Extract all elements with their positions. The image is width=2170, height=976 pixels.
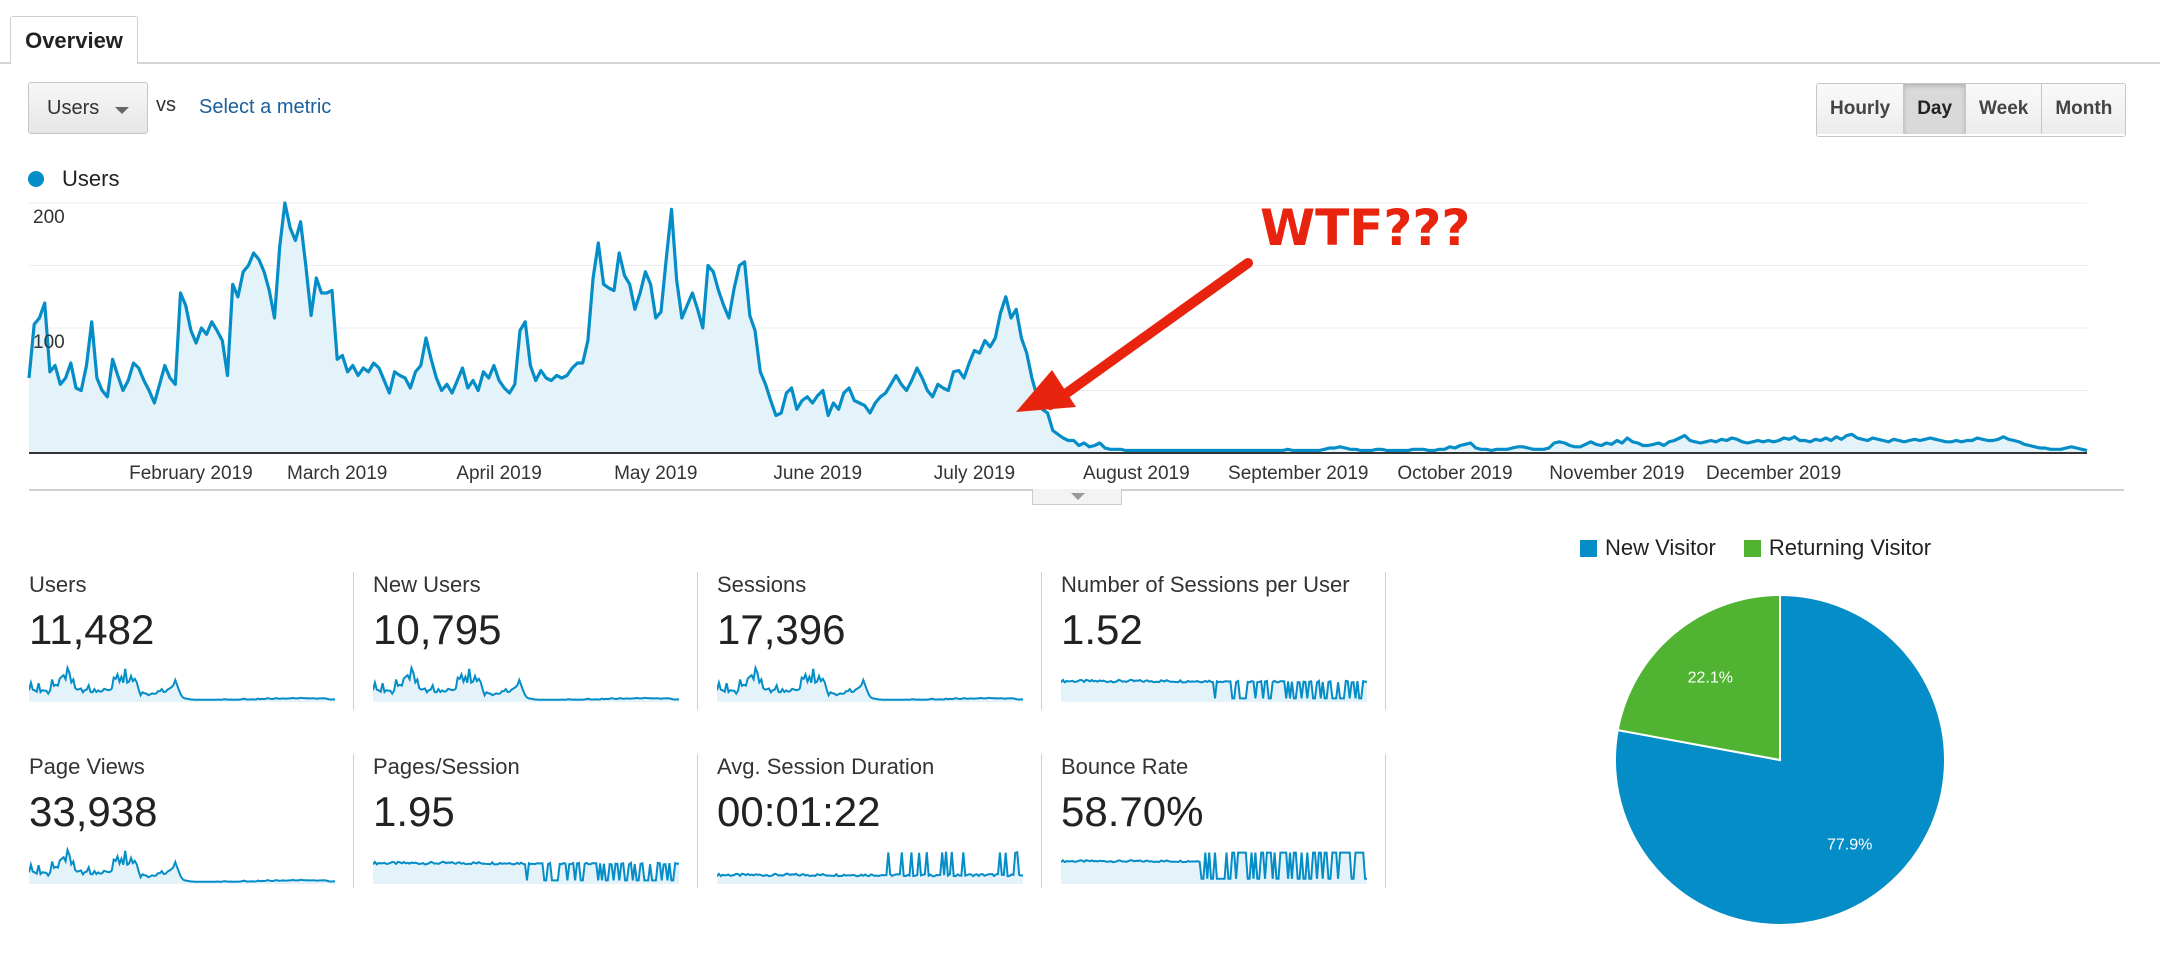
stat-label: Page Views — [29, 754, 145, 779]
stat-label: Number of Sessions per User — [1061, 572, 1350, 597]
annotation-arrow — [1045, 258, 1253, 410]
pie-legend: New Visitor Returning Visitor — [1580, 535, 1931, 561]
x-tick-label: September 2019 — [1228, 463, 1369, 484]
sparkline-line — [373, 860, 679, 882]
stat-label: Bounce Rate — [1061, 754, 1189, 779]
legend-label-new-visitor[interactable]: New Visitor — [1605, 535, 1716, 560]
legend-series-label: Users — [62, 166, 120, 191]
divider — [353, 754, 354, 888]
sparkline-area — [717, 668, 1023, 702]
stat-sparkline — [1061, 851, 1367, 884]
series-area — [29, 203, 2087, 453]
stat-value: 33,938 — [29, 788, 158, 835]
stat-sparkline — [717, 850, 1023, 884]
divider — [697, 572, 698, 710]
chevron-down-icon — [115, 107, 129, 114]
metric-select-label: Users — [47, 96, 100, 119]
sparkline-line — [1061, 678, 1367, 700]
stat-pages-per-session[interactable]: Pages/Session 1.95 — [373, 754, 717, 894]
period-hourly-button[interactable]: Hourly — [1817, 84, 1905, 134]
period-day-button[interactable]: Day — [1904, 84, 1967, 134]
chart-resize-handle[interactable] — [1032, 489, 1122, 505]
x-tick-label: June 2019 — [773, 463, 862, 484]
pie-slice-new-visitor[interactable] — [1614, 593, 1946, 926]
divider — [1385, 754, 1386, 888]
x-tick-label: April 2019 — [456, 463, 542, 484]
divider — [1041, 572, 1042, 710]
divider — [1041, 754, 1042, 888]
stat-users[interactable]: Users 11,482 — [29, 572, 373, 712]
stat-sparkline — [373, 664, 679, 702]
legend-swatch-returning-visitor — [1743, 539, 1761, 557]
x-tick-label: March 2019 — [287, 463, 387, 484]
sparkline-line — [373, 664, 679, 701]
stat-value: 00:01:22 — [717, 788, 881, 835]
pie-slice-label: 77.9% — [1827, 837, 1872, 854]
visitor-pie-chart[interactable]: 77.9% 22.1% — [1612, 592, 1948, 928]
legend-label-returning-visitor[interactable]: Returning Visitor — [1768, 535, 1932, 560]
stat-page-views[interactable]: Page Views 33,938 — [29, 754, 373, 894]
stat-sparkline — [717, 664, 1023, 702]
x-tick-label: October 2019 — [1397, 463, 1512, 484]
users-line-chart[interactable]: 200 100 February 2019 March 2019 April 2019 M… — [0, 195, 2170, 495]
divider — [697, 754, 698, 888]
sparkline-line — [1061, 851, 1367, 880]
stat-value: 10,795 — [373, 606, 502, 653]
tab-overview[interactable]: Overview — [10, 16, 138, 64]
stat-value: 58.70% — [1061, 788, 1204, 835]
annotation-text: WTF??? — [1260, 199, 1470, 257]
sparkline-line — [29, 664, 335, 701]
series-dot-icon — [28, 171, 44, 187]
x-tick-label: December 2019 — [1706, 463, 1841, 484]
metric-select[interactable]: Users — [28, 82, 148, 134]
period-month-button[interactable]: Month — [2042, 84, 2126, 134]
vs-label: vs — [156, 94, 176, 116]
stat-label: Users — [29, 572, 87, 597]
y-tick-label: 200 — [33, 207, 65, 228]
sparkline-area — [373, 668, 679, 702]
stat-sparkline — [29, 846, 335, 884]
stat-value: 1.52 — [1061, 606, 1143, 653]
stat-new-users[interactable]: New Users 10,795 — [373, 572, 717, 712]
stat-label: Sessions — [717, 572, 807, 597]
x-tick-label: July 2019 — [934, 463, 1015, 484]
stat-value: 11,482 — [29, 606, 155, 653]
chart-legend: Users — [28, 166, 119, 192]
period-toggle: Hourly Day Week Month — [1816, 83, 2127, 137]
stat-label: Avg. Session Duration — [717, 754, 935, 779]
caret-down-icon — [1071, 493, 1085, 500]
stat-sparkline — [1061, 678, 1367, 702]
select-metric-link[interactable]: Select a metric — [199, 96, 332, 118]
x-tick-label: May 2019 — [614, 463, 697, 484]
sparkline-line — [717, 850, 1023, 878]
sparkline-line — [717, 664, 1023, 701]
sparkline-line — [29, 846, 335, 883]
stat-sparkline — [29, 664, 335, 702]
stat-value: 1.95 — [373, 788, 455, 835]
stat-bounce-rate[interactable]: Bounce Rate 58.70% — [1061, 754, 1405, 894]
stat-value: 17,396 — [717, 606, 846, 653]
stat-sparkline — [373, 860, 679, 884]
tab-bar: Overview — [0, 0, 2160, 64]
y-tick-label: 100 — [33, 332, 65, 353]
stat-avg-session-duration[interactable]: Avg. Session Duration 00:01:22 — [717, 754, 1061, 894]
legend-swatch-new-visitor — [1580, 539, 1597, 557]
x-tick-label: August 2019 — [1083, 463, 1190, 484]
stat-label: Pages/Session — [373, 754, 520, 779]
stat-sessions[interactable]: Sessions 17,396 — [717, 572, 1061, 712]
period-week-button[interactable]: Week — [1966, 84, 2043, 134]
sparkline-area — [717, 851, 1023, 884]
stat-sessions-per-user[interactable]: Number of Sessions per User 1.52 — [1061, 572, 1405, 712]
pie-slice-returning-visitor[interactable] — [1616, 593, 1781, 762]
x-tick-label: November 2019 — [1549, 463, 1684, 484]
annotation-arrowhead — [1016, 370, 1076, 412]
series-line-users[interactable] — [27, 201, 2088, 453]
stat-label: New Users — [373, 572, 481, 597]
sparkline-area — [29, 668, 335, 702]
divider — [353, 572, 354, 710]
divider — [1385, 572, 1386, 710]
sparkline-area — [29, 850, 335, 884]
x-tick-label: February 2019 — [129, 463, 253, 484]
pie-slice-label: 22.1% — [1688, 669, 1733, 686]
